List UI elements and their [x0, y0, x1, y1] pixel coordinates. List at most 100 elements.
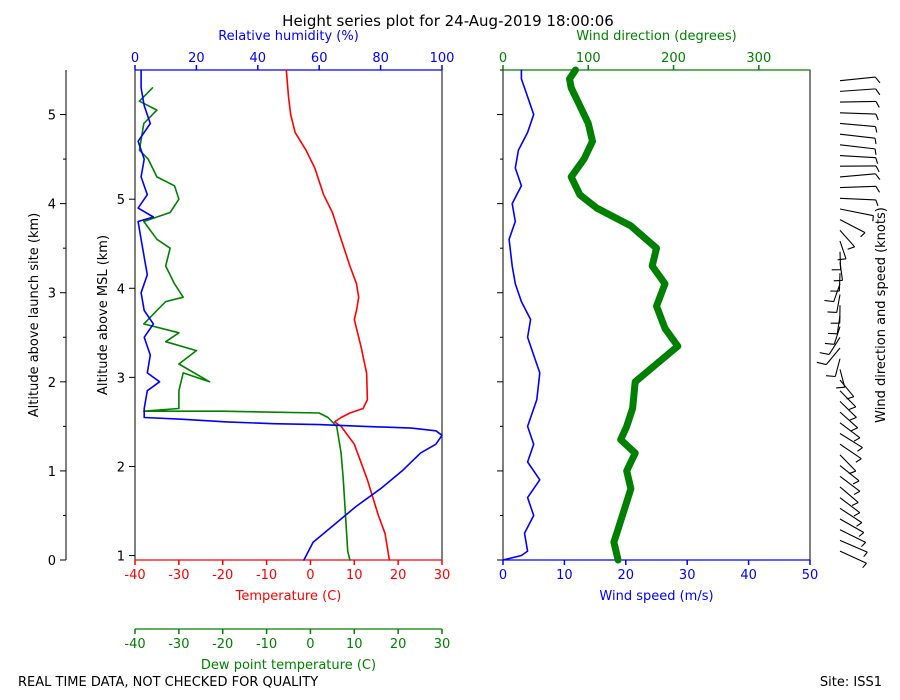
wind-speed-tick-label: 20 — [618, 568, 635, 583]
wind-direction-tick-label: 300 — [746, 51, 771, 66]
temperature-axis-label: Temperature (C) — [235, 589, 342, 604]
wind-barb-feather — [875, 113, 879, 121]
wind-barb-feather — [875, 199, 879, 207]
msl-altitude-tick-label: 5 — [117, 193, 125, 208]
wind-barb-staff — [839, 475, 861, 492]
wind-barb-staff — [839, 518, 865, 534]
wind-barb-feather — [861, 541, 866, 548]
wind-barb-feather — [825, 375, 836, 378]
wind-barb-staff — [839, 185, 876, 189]
relative-humidity-tick-label: 80 — [372, 51, 389, 66]
wind-barb-feather — [874, 126, 878, 133]
wind-speed-tick-label: 40 — [740, 568, 757, 583]
dew-point-tick-label: 20 — [390, 637, 407, 652]
wind-barb-feather — [872, 215, 874, 222]
wind-barb-feather — [855, 458, 862, 463]
wind-barb-staff — [839, 497, 861, 514]
wind-barb-staff — [839, 401, 857, 418]
wind-barb-staff — [839, 422, 861, 439]
wind-barb-feather — [875, 157, 879, 164]
site-label: Site: ISS1 — [820, 675, 882, 690]
wind-barb-feather — [875, 101, 880, 108]
wind-speed-tick-label: 50 — [802, 568, 819, 583]
wind-barb-feather — [875, 186, 881, 193]
wind-direction-axis-label: Wind direction (degrees) — [576, 29, 736, 44]
wind-barb-staff — [839, 240, 847, 259]
dew-point-tick-label: 30 — [434, 637, 451, 652]
wind-barb-feather — [874, 76, 881, 84]
wind-barb-feather — [819, 352, 830, 355]
relative-humidity-tick-label: 20 — [188, 51, 205, 66]
wind-barb-feather — [816, 361, 827, 366]
wind-barb-feather — [853, 512, 861, 517]
temperature-tick-label: -30 — [168, 568, 189, 583]
launch-altitude-tick-label: 0 — [48, 554, 56, 569]
wind-barb-staff — [839, 88, 876, 92]
launch-altitude-axis-label: Altitude above launch site (km) — [27, 213, 42, 417]
launch-altitude-tick-label: 4 — [48, 198, 56, 213]
wind-barb-staff — [838, 273, 841, 292]
wind-barb-staff — [839, 539, 868, 553]
msl-altitude-tick-label: 2 — [117, 460, 125, 475]
relative-humidity-axis-label: Relative humidity (%) — [218, 29, 359, 44]
wind-barb-feather — [860, 232, 866, 238]
launch-altitude-tick-label: 1 — [48, 465, 56, 480]
wind-barb-feather — [837, 258, 847, 261]
dew-point-tick-label: -30 — [168, 637, 189, 652]
relative-humidity-line — [137, 69, 443, 561]
relative-humidity-tick-label: 60 — [311, 51, 328, 66]
wind-barb-staff — [839, 379, 855, 398]
launch-altitude-tick-label: 5 — [48, 109, 56, 124]
wind-barb-staff — [839, 251, 842, 270]
wind-barb-staff — [839, 197, 876, 201]
wind-barb-feather — [875, 173, 881, 181]
wind-barb-staff — [839, 486, 859, 503]
wind-barb-staff — [839, 144, 876, 150]
wind-barb-feather — [848, 470, 856, 475]
chart-title: Height series plot for 24-Aug-2019 18:00… — [282, 12, 614, 30]
wind-barb-feather — [853, 490, 861, 496]
wind-barb-feather — [857, 447, 863, 452]
wind-barb-feather — [848, 406, 856, 411]
wind-barb-staff — [839, 173, 876, 178]
wind-barb-feather — [863, 551, 868, 558]
wind-barb-feather — [852, 480, 860, 485]
wind-barb-feather — [824, 342, 835, 345]
msl-altitude-tick-label: 3 — [117, 371, 125, 386]
temperature-tick-label: 10 — [346, 568, 363, 583]
wind-barb-staff — [839, 112, 876, 115]
wind-barb-staff — [825, 347, 841, 365]
wind-barb-axis-label: Wind direction and speed (knots) — [874, 207, 889, 423]
thermo-plot-frame — [134, 69, 443, 561]
wind-speed-tick-label: 30 — [679, 568, 696, 583]
relative-humidity-tick-label: 100 — [430, 51, 455, 66]
wind-barb-feather — [858, 532, 865, 537]
wind-barb-staff — [839, 529, 866, 543]
launch-altitude-tick-label: 2 — [48, 376, 56, 391]
wind-barb-feather — [862, 562, 867, 569]
wind-barb-staff — [833, 283, 841, 302]
wind-direction-tick-label: 100 — [576, 51, 601, 66]
msl-altitude-axis-label: Altitude above MSL (km) — [96, 235, 111, 395]
dew-point-tick-label: 0 — [306, 637, 314, 652]
wind-speed-tick-label: 0 — [499, 568, 507, 583]
temperature-tick-label: 20 — [390, 568, 407, 583]
wind-barb-feather — [824, 299, 834, 303]
wind-barb-feather — [847, 246, 855, 250]
relative-humidity-tick-label: 0 — [131, 51, 139, 66]
wind-barb-staff — [839, 550, 867, 564]
wind-barb-staff — [839, 219, 866, 234]
dew-point-tick-label: -20 — [212, 637, 233, 652]
wind-barb-feather — [846, 396, 854, 400]
wind-barb-staff — [839, 133, 876, 139]
quality-disclaimer: REAL TIME DATA, NOT CHECKED FOR QUALITY — [18, 675, 318, 690]
wind-speed-axis-label: Wind speed (m/s) — [599, 589, 713, 604]
wind-barb-feather — [874, 148, 877, 155]
temperature-tick-label: -10 — [256, 568, 277, 583]
wind-speed-tick-label: 10 — [556, 568, 573, 583]
dew-point-tick-label: 10 — [346, 637, 363, 652]
wind-barb-staff — [839, 443, 862, 460]
wind-barb-feather — [849, 416, 857, 421]
temperature-line — [285, 69, 391, 561]
